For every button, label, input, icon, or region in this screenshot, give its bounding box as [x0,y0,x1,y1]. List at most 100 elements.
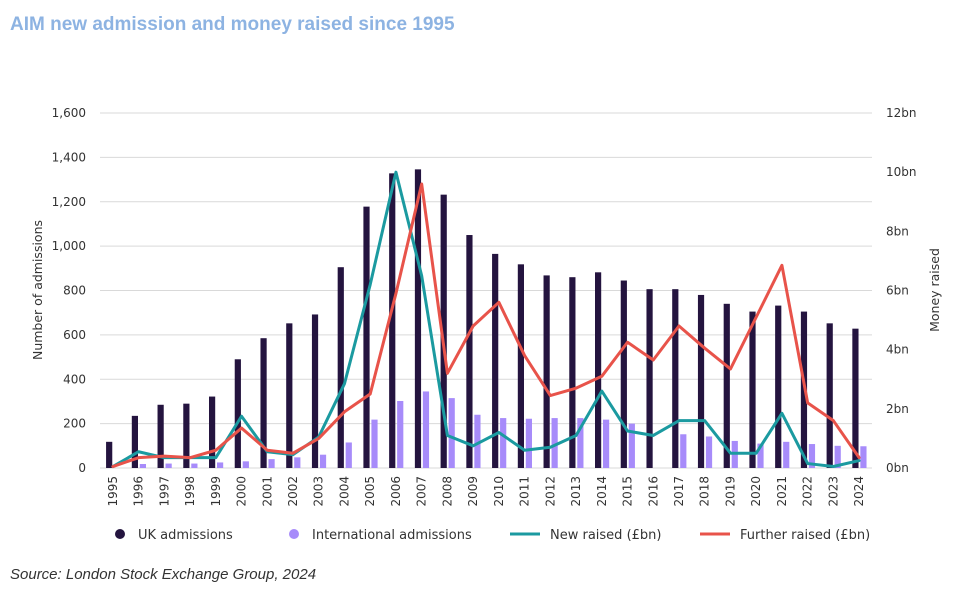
international-admissions-bar [448,398,455,468]
x-axis-ticks: 1995 1996 1997 1998 1999 2000 2001 2002 2003 2004… [106,476,866,507]
uk-admissions-bar [131,415,138,468]
uk-admissions-bar [620,280,627,468]
x-tick-label: 2014 [595,476,609,507]
uk-admissions-bar [183,403,190,468]
y2-tick-label: 2bn [886,402,909,416]
y-tick-label: 1,600 [52,106,86,120]
uk-admissions-bar [723,303,730,468]
international-admissions-bar [191,463,198,468]
x-tick-label: 2015 [621,476,635,507]
x-tick-label: 2019 [723,476,737,507]
x-tick-label: 2023 [826,476,840,507]
uk-admissions-bar [646,289,653,468]
uk-admissions-bar [260,338,267,468]
international-admissions-bar [294,457,301,468]
international-admissions-bar [345,442,352,468]
uk-admissions-bar [672,289,679,468]
x-tick-label: 2004 [337,476,351,507]
y-tick-label: 1,200 [52,195,86,209]
new-raised-line [111,170,861,469]
international-admissions-bar [474,414,481,468]
uk-admissions-bar [749,311,756,468]
uk-admissions-bar [106,441,113,468]
international-admissions-bar [577,418,584,468]
y-tick-label: 1,000 [52,239,86,253]
bars [106,169,867,469]
y-axis-label: Number of admissions [30,220,45,360]
uk-admissions-bar [440,194,447,468]
x-tick-label: 2006 [389,476,403,507]
y2-axis-label: Money raised [927,248,942,332]
y2-tick-label: 12bn [886,106,917,120]
international-admissions-bar [139,464,146,468]
x-tick-label: 1999 [209,476,223,507]
y-tick-label: 0 [78,461,86,475]
x-tick-label: 2008 [440,476,454,507]
x-tick-label: 2007 [415,476,429,507]
x-tick-label: 2016 [646,476,660,507]
international-admissions-bar [371,419,378,468]
x-tick-label: 1997 [157,476,171,507]
y-tick-label: 600 [63,328,86,342]
international-admissions-bar [860,446,867,468]
legend-label: UK admissions [138,528,233,543]
x-tick-label: 2018 [698,476,712,507]
x-tick-label: 1998 [183,476,197,507]
international-admissions-bar [268,459,275,469]
uk-admissions-bar [697,294,705,468]
uk-admissions-bar [517,264,524,468]
legend-marker-uk-admissions [115,529,125,539]
y-tick-label: 200 [63,417,86,431]
uk-admissions-bar [569,277,576,468]
international-admissions-bar [783,441,790,468]
y2-tick-label: 0bn [886,461,909,475]
x-tick-label: 2017 [672,476,686,507]
uk-admissions-bar [337,267,344,468]
y-tick-label: 1,400 [52,150,86,164]
uk-admissions-bar [595,272,602,468]
international-admissions-bar [603,419,610,468]
international-admissions-bar [165,463,172,468]
uk-admissions-bar [286,323,293,468]
international-admissions-bar [422,391,430,468]
x-tick-label: 2000 [235,476,249,507]
international-admissions-bar [525,418,532,468]
international-admissions-bar [217,462,224,468]
x-tick-label: 2012 [543,476,557,507]
international-admissions-bar [397,400,404,468]
y-axis-ticks: 0 200 400 600 800 1,000 1,200 1,400 1,600 [52,106,86,475]
international-admissions-bar [628,423,635,469]
x-tick-label: 2009 [466,476,480,507]
uk-admissions-bar [826,323,833,468]
x-tick-label: 2024 [852,476,866,507]
y2-axis-ticks: 0bn 2bn 4bn 6bn 8bn 10bn 12bn [886,106,917,475]
uk-admissions-bar [157,404,164,468]
x-tick-label: 2013 [569,476,583,507]
legend-label: International admissions [312,528,472,543]
x-tick-label: 2005 [363,476,377,507]
y-tick-label: 800 [63,284,86,298]
legend: UK admissions International admissions New… [115,528,870,543]
international-admissions-bar [705,436,713,468]
uk-admissions-bar [492,253,499,468]
international-admissions-bar [551,418,558,468]
x-tick-label: 2010 [492,476,506,507]
x-tick-label: 2021 [775,476,789,507]
legend-label: New raised (£bn) [550,528,661,543]
x-tick-label: 2020 [749,476,763,507]
series-lines [111,170,861,469]
international-admissions-bar [500,418,507,468]
international-admissions-bar [319,454,327,468]
y2-tick-label: 8bn [886,224,909,238]
grid-lines [100,112,872,469]
uk-admissions-bar [389,173,396,468]
x-tick-label: 2022 [801,476,815,507]
x-tick-label: 2003 [312,476,326,507]
uk-admissions-bar [234,359,241,468]
x-tick-label: 2001 [260,476,274,507]
uk-admissions-bar [209,396,216,468]
chart-title: AIM new admission and money raised since… [10,14,455,35]
x-tick-label: 2002 [286,476,300,507]
legend-marker-international-admissions [289,529,299,539]
